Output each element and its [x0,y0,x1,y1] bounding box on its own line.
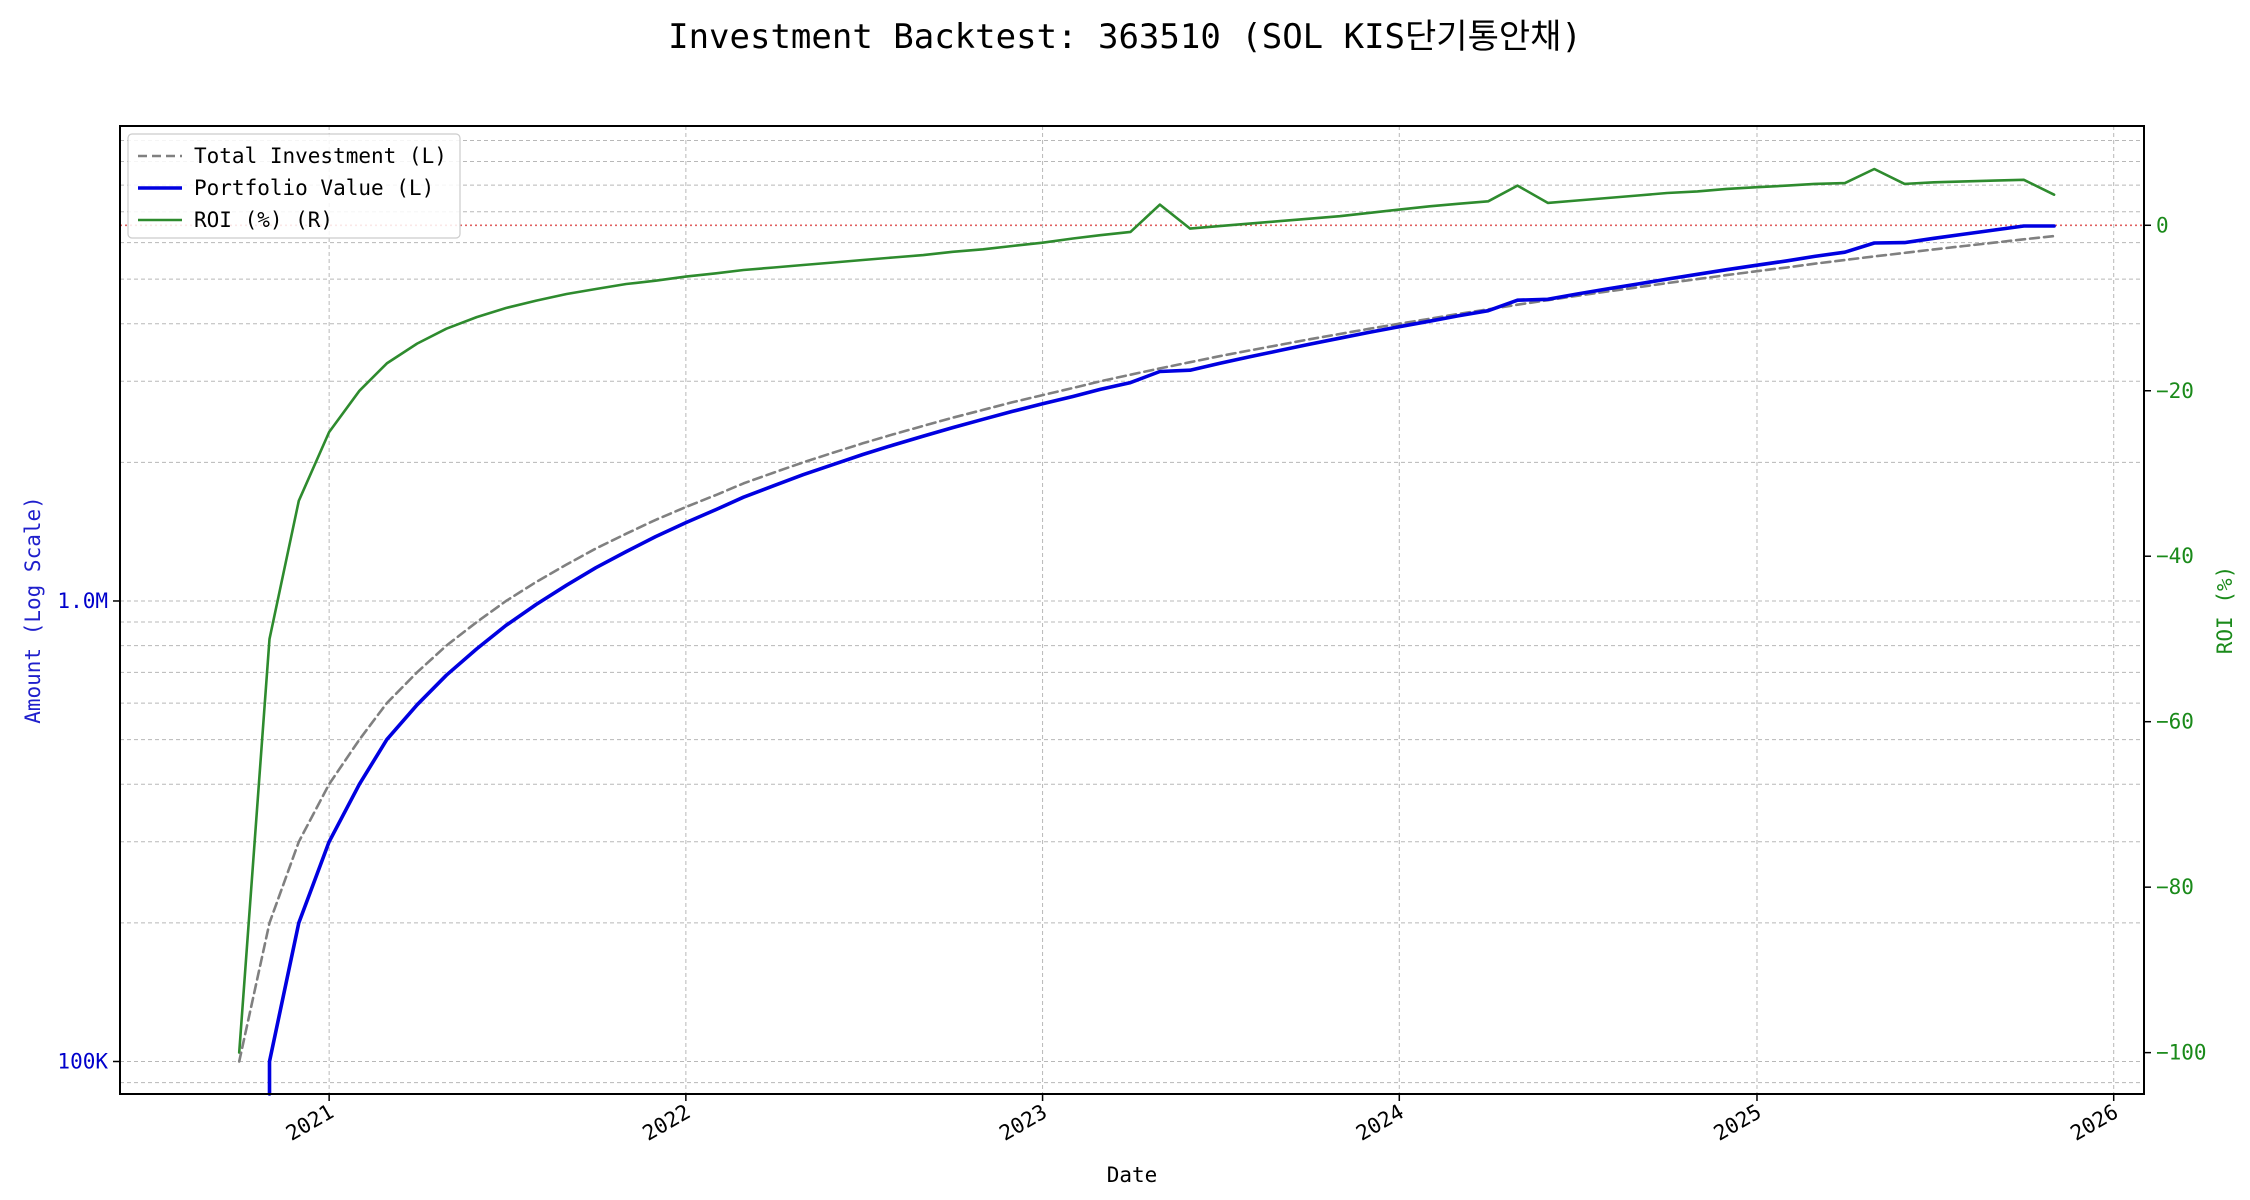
x-axis-label: Date [1107,1163,1158,1187]
right-axis-label: ROI (%) [2213,566,2237,655]
right-tick-label: −40 [2156,544,2194,568]
left-tick-label: 100K [57,1049,108,1073]
left-axis-label: Amount (Log Scale) [21,496,45,724]
right-tick-label: −100 [2156,1041,2207,1065]
series-line-portfolio-value-l [267,224,2056,1096]
right-tick-label: 0 [2156,213,2169,237]
legend-label: Portfolio Value (L) [194,176,434,200]
series-line-roi-r [237,167,2056,1054]
left-tick-label: 1.0M [57,589,108,613]
series-line-total-investment-l [237,234,2056,1063]
legend-label: Total Investment (L) [194,144,447,168]
chart-title: Investment Backtest: 363510 (SOL KIS단기통안… [668,17,1582,57]
series-lines [237,167,2056,1096]
right-axis-ticks: 0 −20 −40 −60 −80 −100 [2144,213,2207,1065]
right-tick-label: −80 [2156,875,2194,899]
right-tick-label: −60 [2156,710,2194,734]
legend: Total Investment (L) Portfolio Value (L) R… [127,133,461,239]
legend-label: ROI (%) (R) [194,208,333,232]
plot-frame [119,125,2145,1095]
left-axis-ticks: 100K 1.0M [57,589,120,1073]
right-tick-label: −20 [2156,379,2194,403]
legend-box [127,133,461,239]
